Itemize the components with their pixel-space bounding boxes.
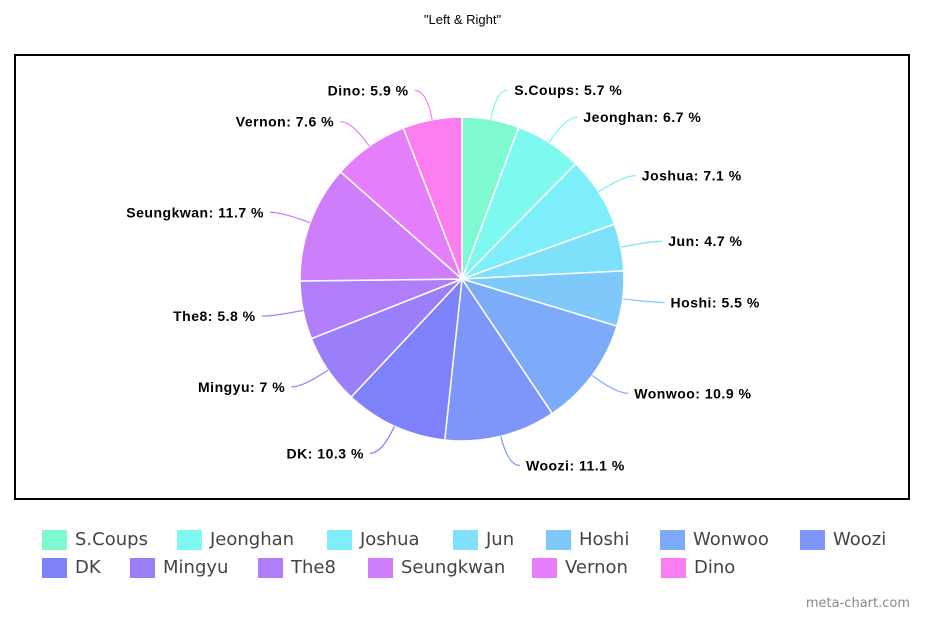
legend-item[interactable]: Jeonghan bbox=[177, 529, 294, 550]
leader-line bbox=[340, 120, 370, 147]
credit[interactable]: meta-chart.com bbox=[805, 596, 910, 611]
legend-item[interactable]: Vernon bbox=[532, 557, 628, 578]
legend-label: Woozi bbox=[833, 529, 887, 550]
data-label: Seungkwan: 11.7 % bbox=[126, 204, 264, 220]
legend-swatch bbox=[532, 557, 557, 578]
legend-label: Mingyu bbox=[163, 557, 229, 578]
pie-slice-woozi[interactable] bbox=[443, 276, 554, 442]
data-label: The8: 5.8 % bbox=[173, 308, 256, 324]
data-label: Vernon: 7.6 % bbox=[236, 114, 334, 130]
legend-item[interactable]: Woozi bbox=[800, 529, 886, 550]
leader-line bbox=[620, 240, 663, 248]
chart-title: "Left & Right" bbox=[423, 12, 502, 27]
legend-label: Jeonghan bbox=[210, 529, 295, 550]
leader-line bbox=[490, 89, 509, 120]
data-label: S.Coups: 5.7 % bbox=[514, 82, 622, 98]
legend-item[interactable]: Dino bbox=[661, 557, 735, 578]
legend-swatch bbox=[800, 529, 825, 550]
leader-line bbox=[598, 175, 636, 193]
leader-line bbox=[261, 309, 304, 317]
legend-swatch bbox=[42, 557, 67, 578]
leader-line bbox=[369, 425, 395, 455]
data-label: Woozi: 11.1 % bbox=[526, 457, 625, 473]
leader-line bbox=[622, 298, 665, 304]
legend-label: Joshua bbox=[360, 529, 420, 550]
legend-item[interactable]: Mingyu bbox=[130, 557, 228, 578]
legend-swatch bbox=[258, 557, 283, 578]
legend-label: Wonwoo bbox=[693, 529, 769, 550]
legend-item[interactable]: Joshua bbox=[327, 529, 420, 550]
legend-label: Hoshi bbox=[579, 529, 630, 550]
leader-line bbox=[548, 116, 578, 143]
legend-swatch bbox=[327, 529, 352, 550]
legend-item[interactable]: Hoshi bbox=[546, 529, 629, 550]
data-label: Joshua: 7.1 % bbox=[642, 168, 742, 184]
legend-label: The8 bbox=[291, 557, 336, 578]
legend-swatch bbox=[130, 557, 155, 578]
legend-label: Vernon bbox=[565, 557, 628, 578]
legend-item[interactable]: Seungkwan bbox=[368, 557, 505, 578]
legend-swatch bbox=[368, 557, 393, 578]
legend-label: Dino bbox=[694, 557, 736, 578]
data-label: Dino: 5.9 % bbox=[328, 82, 409, 98]
legend-swatch bbox=[661, 557, 686, 578]
data-label: Mingyu: 7 % bbox=[198, 379, 285, 395]
legend-item[interactable]: Wonwoo bbox=[660, 529, 769, 550]
leader-line bbox=[269, 211, 311, 224]
leader-line bbox=[500, 436, 521, 467]
legend-swatch bbox=[546, 529, 571, 550]
legend-item[interactable]: S.Coups bbox=[42, 529, 148, 550]
data-label: Jun: 4.7 % bbox=[668, 233, 742, 249]
legend-swatch bbox=[660, 529, 685, 550]
legend-item[interactable]: Jun bbox=[453, 529, 514, 550]
plot-frame bbox=[14, 54, 910, 500]
leader-line bbox=[414, 89, 433, 120]
data-label: Wonwoo: 10.9 % bbox=[634, 385, 751, 401]
data-label: Jeonghan: 6.7 % bbox=[583, 109, 701, 125]
pie-slice-wonwoo[interactable] bbox=[460, 277, 618, 415]
legend-swatch bbox=[177, 529, 202, 550]
legend-item[interactable]: The8 bbox=[258, 557, 336, 578]
legend-swatch bbox=[453, 529, 478, 550]
legend-item[interactable]: DK bbox=[42, 557, 101, 578]
leader-line bbox=[591, 374, 629, 394]
data-label: Hoshi: 5.5 % bbox=[671, 294, 760, 310]
legend-label: Jun bbox=[486, 529, 515, 550]
legend-label: Seungkwan bbox=[401, 557, 506, 578]
legend-label: S.Coups bbox=[75, 529, 148, 550]
leader-line bbox=[291, 369, 329, 388]
legend-swatch bbox=[42, 529, 67, 550]
legend-label: DK bbox=[75, 557, 101, 578]
data-label: DK: 10.3 % bbox=[287, 445, 364, 461]
